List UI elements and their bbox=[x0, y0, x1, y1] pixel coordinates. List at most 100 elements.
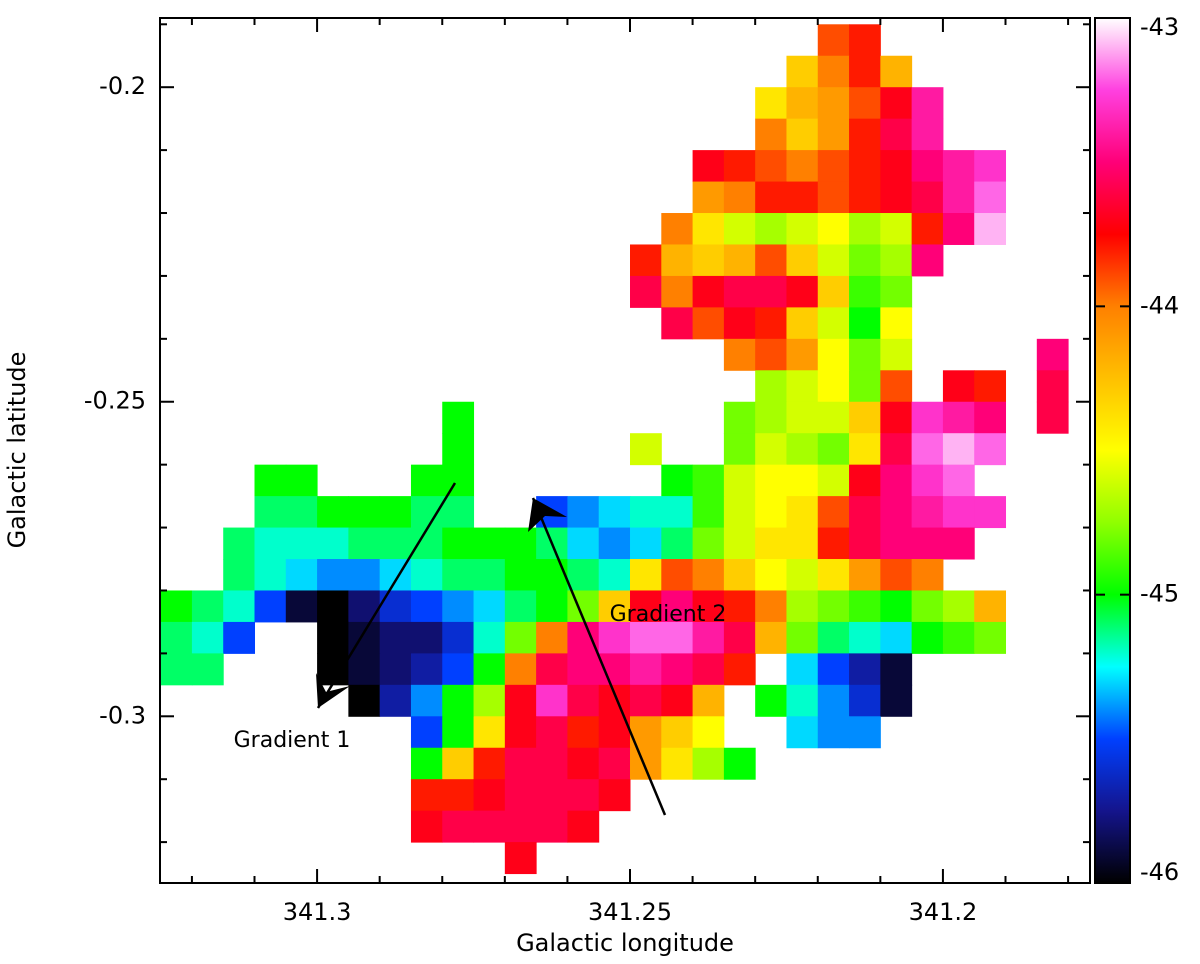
cell bbox=[473, 621, 506, 654]
cell bbox=[755, 244, 787, 277]
cell bbox=[880, 559, 913, 591]
colorbar-tick-label: -44 bbox=[1140, 291, 1179, 319]
cell bbox=[755, 150, 787, 183]
cell bbox=[880, 496, 913, 529]
cell bbox=[348, 684, 381, 717]
cell bbox=[755, 181, 787, 214]
cell bbox=[911, 401, 944, 434]
cell bbox=[692, 621, 725, 654]
cell bbox=[317, 527, 349, 560]
cell bbox=[567, 621, 600, 654]
cell bbox=[849, 24, 881, 57]
cell bbox=[1036, 401, 1069, 434]
cell bbox=[880, 55, 913, 88]
cell bbox=[473, 810, 506, 843]
cell bbox=[849, 370, 881, 403]
cell bbox=[817, 118, 850, 151]
cell bbox=[880, 370, 913, 403]
cell bbox=[191, 590, 224, 623]
cell bbox=[911, 464, 944, 497]
cell bbox=[630, 527, 662, 560]
cell bbox=[942, 181, 975, 214]
cell bbox=[849, 118, 881, 151]
cell bbox=[942, 496, 975, 529]
cell bbox=[786, 496, 819, 529]
cell bbox=[630, 559, 662, 591]
cell bbox=[630, 244, 662, 277]
cell bbox=[755, 87, 787, 120]
cell bbox=[974, 433, 1007, 466]
cell bbox=[410, 810, 443, 843]
cell bbox=[661, 559, 694, 591]
cell bbox=[880, 87, 913, 120]
cell bbox=[911, 181, 944, 214]
cell bbox=[817, 527, 850, 560]
cell bbox=[661, 496, 694, 529]
cell bbox=[442, 684, 475, 717]
cell bbox=[911, 213, 944, 245]
cell bbox=[849, 55, 881, 88]
cell bbox=[630, 590, 662, 623]
cell bbox=[849, 621, 881, 654]
cell bbox=[817, 24, 850, 57]
cell bbox=[849, 716, 881, 749]
cell bbox=[755, 433, 787, 466]
cell bbox=[942, 464, 975, 497]
cell bbox=[630, 684, 662, 717]
cell bbox=[504, 842, 537, 875]
cell bbox=[598, 779, 631, 812]
cell bbox=[755, 621, 787, 654]
cell bbox=[692, 747, 725, 780]
cell bbox=[755, 559, 787, 591]
cell bbox=[723, 527, 756, 560]
cell bbox=[880, 181, 913, 214]
cell bbox=[661, 213, 694, 245]
cell bbox=[410, 527, 443, 560]
cell bbox=[692, 590, 725, 623]
cell bbox=[723, 338, 756, 371]
cell bbox=[849, 496, 881, 529]
cell bbox=[849, 559, 881, 591]
gradient-2-arrow bbox=[531, 497, 667, 816]
cell bbox=[880, 338, 913, 371]
cell bbox=[817, 244, 850, 277]
cell bbox=[536, 653, 568, 686]
cell bbox=[817, 590, 850, 623]
cell bbox=[942, 401, 975, 434]
cell bbox=[817, 433, 850, 466]
cell bbox=[786, 213, 819, 245]
cell bbox=[1036, 370, 1069, 403]
cell bbox=[442, 653, 475, 686]
cell bbox=[379, 590, 412, 623]
cell bbox=[723, 559, 756, 591]
cell bbox=[723, 244, 756, 277]
cell bbox=[755, 118, 787, 151]
cell bbox=[504, 779, 537, 812]
cell bbox=[849, 150, 881, 183]
cell bbox=[473, 527, 506, 560]
cell bbox=[817, 716, 850, 749]
cell bbox=[755, 464, 787, 497]
cell bbox=[661, 653, 694, 686]
cell bbox=[661, 684, 694, 717]
cell bbox=[504, 716, 537, 749]
cell bbox=[692, 464, 725, 497]
cell bbox=[692, 716, 725, 749]
cell bbox=[473, 779, 506, 812]
cell bbox=[880, 590, 913, 623]
cell bbox=[442, 433, 475, 466]
cell bbox=[442, 747, 475, 780]
cell bbox=[317, 590, 349, 623]
cell bbox=[849, 87, 881, 120]
colorbar-tick-label: -43 bbox=[1140, 13, 1179, 41]
y-axis-label: Galactic latitude bbox=[3, 352, 31, 549]
cell bbox=[974, 621, 1007, 654]
cell bbox=[379, 653, 412, 686]
cell bbox=[723, 747, 756, 780]
cell bbox=[786, 464, 819, 497]
cell bbox=[317, 653, 349, 686]
cell bbox=[786, 590, 819, 623]
cell bbox=[942, 150, 975, 183]
cell bbox=[755, 527, 787, 560]
cell bbox=[849, 527, 881, 560]
